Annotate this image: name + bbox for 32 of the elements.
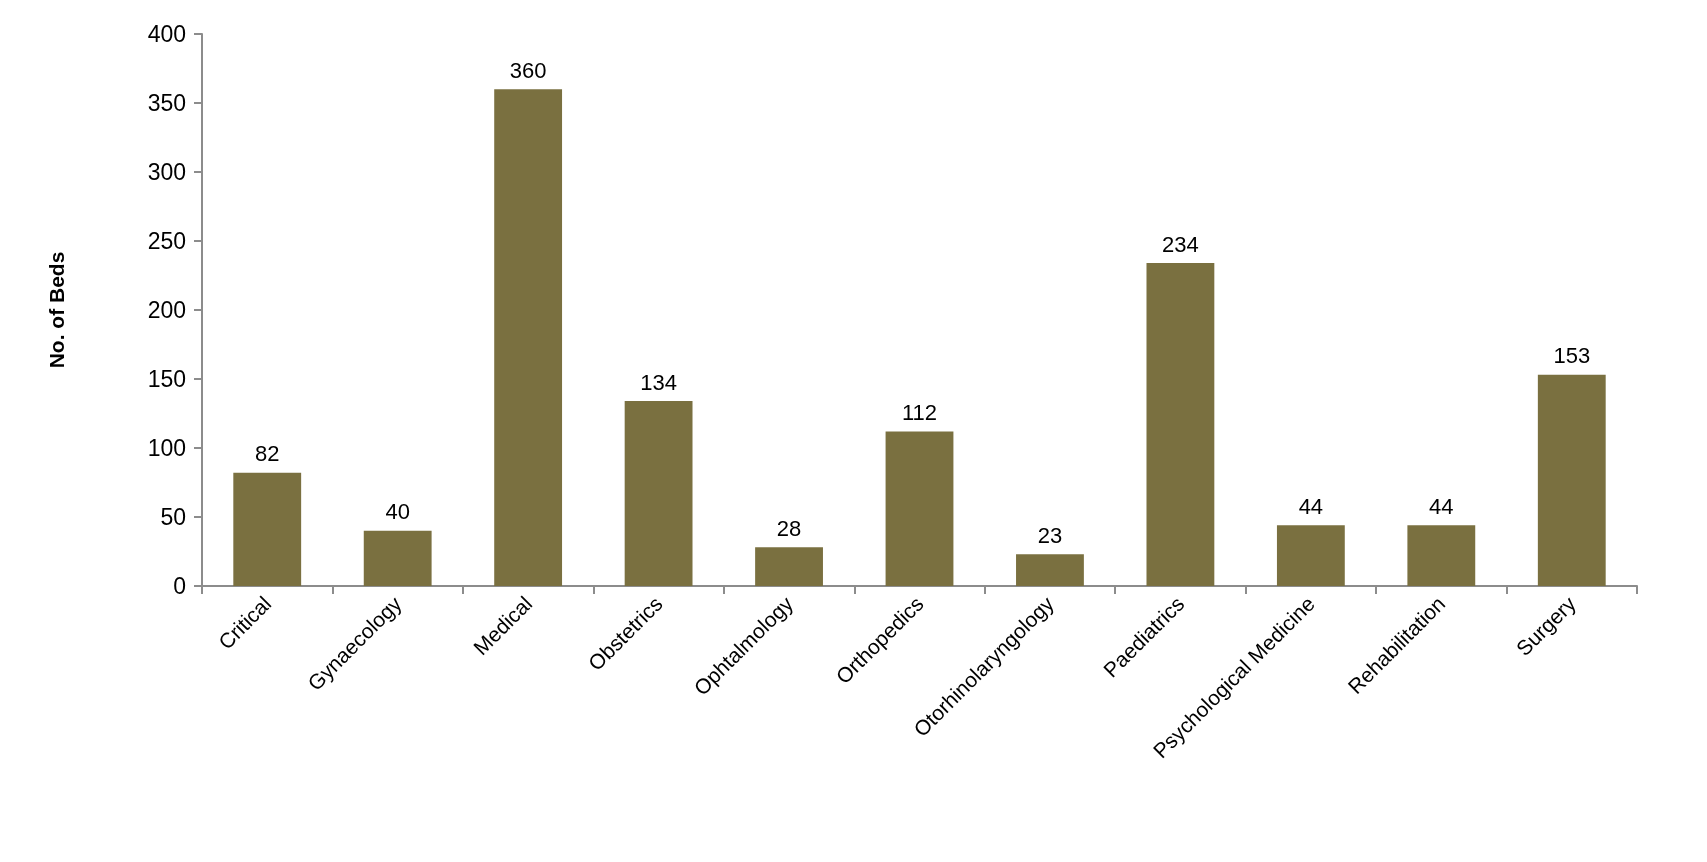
bar [1276, 525, 1345, 586]
y-tick-label: 250 [147, 228, 186, 254]
data-label: 360 [509, 57, 547, 83]
y-tick-label: 300 [147, 159, 186, 185]
y-tick-label: 350 [147, 90, 186, 116]
y-tick-label: 200 [147, 297, 186, 323]
data-label: 234 [1162, 231, 1199, 257]
bar [1407, 525, 1476, 586]
data-label: 28 [776, 515, 802, 541]
bar [624, 401, 693, 586]
data-label: 112 [901, 399, 938, 425]
bar [1537, 374, 1606, 586]
bar [494, 89, 563, 586]
bar [755, 547, 823, 586]
data-label: 82 [254, 441, 280, 467]
data-label: 23 [1037, 522, 1063, 548]
data-label: 44 [1429, 493, 1454, 519]
y-tick-label: 100 [147, 435, 186, 461]
data-label: 153 [1553, 343, 1591, 369]
y-tick-label: 150 [147, 366, 186, 392]
data-label: 44 [1298, 493, 1324, 519]
y-tick-label: 400 [147, 21, 186, 47]
bar [233, 472, 302, 586]
bar [363, 530, 432, 586]
y-tick-label: 0 [173, 573, 186, 599]
data-label: 40 [385, 499, 410, 525]
bar [885, 431, 954, 586]
data-label: 134 [640, 369, 677, 395]
bar [1146, 263, 1215, 586]
bar [1016, 554, 1084, 586]
y-tick-label: 50 [160, 504, 186, 530]
y-axis-title: No. of Beds [45, 251, 68, 369]
